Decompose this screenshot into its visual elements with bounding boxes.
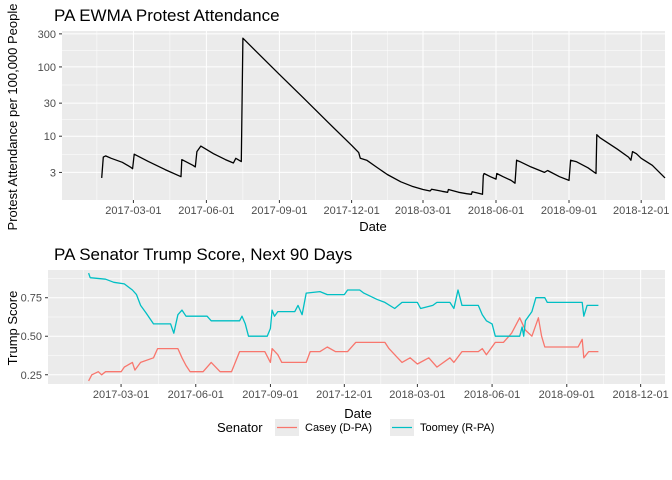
top-chart-y-axis-title: Protest Attendance per 100,000 People	[5, 4, 20, 231]
bottom-chart-y-axis-title: Trump Score	[5, 291, 20, 366]
legend-key-toomey	[390, 419, 414, 436]
bottom-chart-x-tick-label: 2018-09-01	[539, 389, 595, 401]
bottom-chart-x-tick-label: 2017-06-01	[168, 389, 224, 401]
top-chart-x-tick-label: 2017-06-01	[178, 205, 234, 217]
bottom-chart-plot-background	[48, 270, 665, 384]
top-chart-x-tick-label: 2018-06-01	[468, 205, 524, 217]
bottom-chart-x-tick-label: 2017-03-01	[93, 389, 149, 401]
top-chart-x-tick-label: 2018-09-01	[541, 205, 597, 217]
top-chart-y-tick-label: 3	[50, 167, 56, 179]
bottom-chart-x-tick-label: 2017-09-01	[242, 389, 298, 401]
bottom-chart-title: PA Senator Trump Score, Next 90 Days	[54, 245, 352, 264]
bottom-chart-x-tick-label: 2018-06-01	[464, 389, 520, 401]
top-chart-panel: 2017-03-01 2017-06-01 2017-09-01 2017-12-01…	[38, 29, 670, 217]
top-chart-y-tick-label: 10	[44, 131, 56, 143]
top-chart-y-tick-label: 100	[38, 62, 56, 74]
top-chart-plot-background	[62, 31, 665, 200]
top-chart-x-tick-label: 2017-03-01	[105, 205, 161, 217]
top-chart-y-tick-label: 300	[38, 29, 56, 41]
bottom-chart-y-tick-label: 0.75	[21, 293, 42, 305]
top-chart-x-tick-label: 2017-09-01	[251, 205, 307, 217]
top-chart-title: PA EWMA Protest Attendance	[54, 6, 280, 25]
legend: Senator Casey (D-PA) Toomey (R-PA)	[217, 419, 494, 436]
top-chart-y-tick-label: 30	[44, 98, 56, 110]
top-chart-x-tick-label: 2018-12-01	[613, 205, 669, 217]
legend-title: Senator	[217, 420, 263, 435]
bottom-chart-x-tick-label: 2017-12-01	[316, 389, 372, 401]
legend-key-casey	[275, 419, 299, 436]
legend-label-casey: Casey (D-PA)	[305, 422, 372, 434]
bottom-chart-series-line-toomey	[87, 272, 599, 337]
legend-label-toomey: Toomey (R-PA)	[420, 422, 494, 434]
bottom-chart-panel: 2017-03-01 2017-06-01 2017-09-01 2017-12-01…	[21, 270, 669, 401]
bottom-chart-y-tick-label: 0.25	[21, 370, 42, 382]
bottom-chart-x-axis-title: Date	[344, 406, 371, 421]
bottom-chart-x-tick-label: 2018-12-01	[613, 389, 669, 401]
top-chart-series-line-attendance	[101, 37, 666, 195]
bottom-chart-series-line-casey	[88, 317, 599, 382]
top-chart-x-tick-label: 2018-03-01	[395, 205, 451, 217]
top-chart-x-axis-title: Date	[359, 219, 386, 234]
bottom-chart-y-tick-label: 0.50	[21, 331, 42, 343]
bottom-chart-x-tick-label: 2018-03-01	[389, 389, 445, 401]
top-chart-x-tick-label: 2017-12-01	[323, 205, 379, 217]
